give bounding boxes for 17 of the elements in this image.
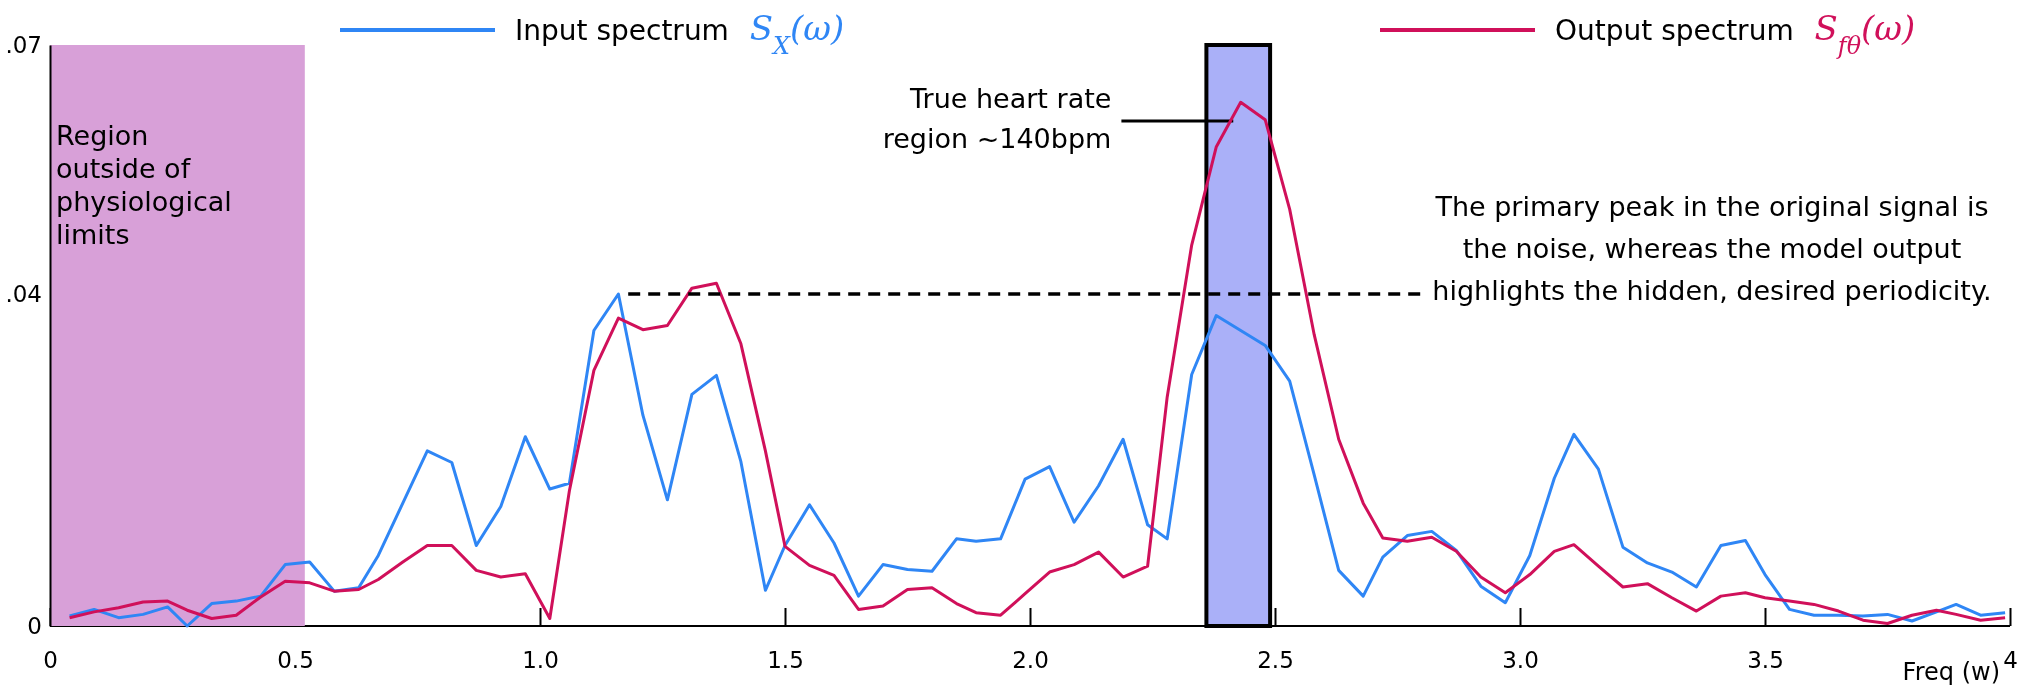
legend-label: Output spectrum S$_{fθ}$(ω): [1555, 8, 1916, 60]
x-axis-title: Freq (w): [1902, 658, 2000, 686]
legend-label: Input spectrum S$_{X}$(ω): [515, 8, 845, 60]
x-tick-label: 4: [2003, 647, 2018, 674]
x-tick-label: 2.0: [1012, 647, 1049, 674]
y-tick-label: .07: [5, 31, 42, 58]
x-tick-label: 2.5: [1257, 647, 1294, 674]
y-tick-label: .04: [5, 280, 42, 307]
x-tick-label: 0.5: [277, 647, 314, 674]
x-tick-label: 3.5: [1747, 647, 1784, 674]
band-label: Region outside of physiological limits: [56, 120, 232, 250]
annotation: The primary peak in the original signal is the noise, whereas the model output highlights the hidden, desired periodicity.: [1432, 191, 1992, 306]
x-tick-label: 3.0: [1502, 647, 1539, 674]
y-tick-label: 0: [27, 612, 42, 639]
x-tick-label: 1.5: [767, 647, 804, 674]
x-tick-label: 1.0: [522, 647, 559, 674]
band-label: True heart rate region ~140bpm: [882, 83, 1112, 154]
